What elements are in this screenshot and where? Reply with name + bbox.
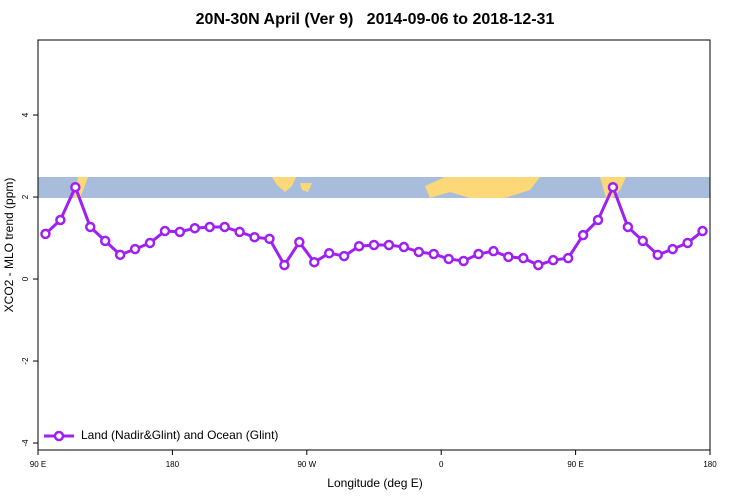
x-tick-label: 90 E xyxy=(30,460,46,469)
data-point xyxy=(323,247,335,259)
data-point xyxy=(85,221,96,233)
data-point xyxy=(458,255,469,267)
y-tick-label: 4 xyxy=(21,112,30,117)
data-point xyxy=(577,229,589,241)
x-tick-label: 90 W xyxy=(297,460,316,469)
data-point xyxy=(622,221,634,233)
data-point xyxy=(144,237,156,249)
data-point xyxy=(159,225,171,237)
data-point xyxy=(562,252,574,264)
x-tick-label: 0 xyxy=(439,460,444,469)
y-tick-label: -2 xyxy=(21,357,30,365)
data-point xyxy=(667,243,678,255)
data-point xyxy=(279,259,290,271)
x-tick-label: 90 E xyxy=(567,460,583,469)
data-point xyxy=(294,236,305,248)
data-point xyxy=(264,233,275,245)
data-point xyxy=(547,254,559,266)
legend-label: Land (Nadir&Glint) and Ocean (Glint) xyxy=(81,428,278,442)
y-tick-label: 2 xyxy=(21,194,30,199)
data-point xyxy=(443,253,454,265)
chart-title: 20N-30N April (Ver 9) 2014-09-06 to 2018… xyxy=(196,11,555,28)
data-point xyxy=(697,225,708,237)
data-point xyxy=(413,246,425,258)
data-point xyxy=(592,214,604,226)
data-point xyxy=(309,256,320,268)
data-point xyxy=(682,237,693,249)
x-axis-title: Longitude (deg E) xyxy=(327,476,422,490)
data-point xyxy=(204,221,215,233)
data-point xyxy=(428,248,439,260)
data-point xyxy=(383,239,395,251)
data-point xyxy=(503,251,514,263)
data-point xyxy=(533,259,544,271)
data-point xyxy=(607,181,619,193)
plot-frame xyxy=(37,39,711,451)
x-tick-label: 180 xyxy=(166,460,180,469)
data-point xyxy=(114,249,126,261)
data-point xyxy=(189,222,201,234)
data-point xyxy=(219,221,230,233)
legend-marker xyxy=(53,430,65,442)
map-strip xyxy=(38,177,710,198)
data-point xyxy=(488,245,499,257)
data-point xyxy=(338,250,350,262)
data-point xyxy=(518,252,529,264)
data-point xyxy=(129,243,141,255)
data-point xyxy=(55,214,66,226)
data-point xyxy=(398,241,410,253)
data-point xyxy=(40,228,51,240)
data-point xyxy=(249,231,260,243)
x-tick-label: 180 xyxy=(703,460,717,469)
y-tick-label: -4 xyxy=(21,439,30,447)
data-point xyxy=(368,239,380,251)
data-point xyxy=(99,235,111,247)
series-line xyxy=(44,183,704,268)
data-point xyxy=(234,226,245,238)
y-axis-title: XCO2 - MLO trend (ppm) xyxy=(2,178,16,313)
data-point xyxy=(473,248,484,260)
data-point xyxy=(637,235,649,247)
data-point xyxy=(70,181,81,193)
y-tick-label: 0 xyxy=(21,276,30,281)
data-point xyxy=(174,226,186,238)
data-point xyxy=(652,249,663,261)
data-point xyxy=(353,240,365,252)
